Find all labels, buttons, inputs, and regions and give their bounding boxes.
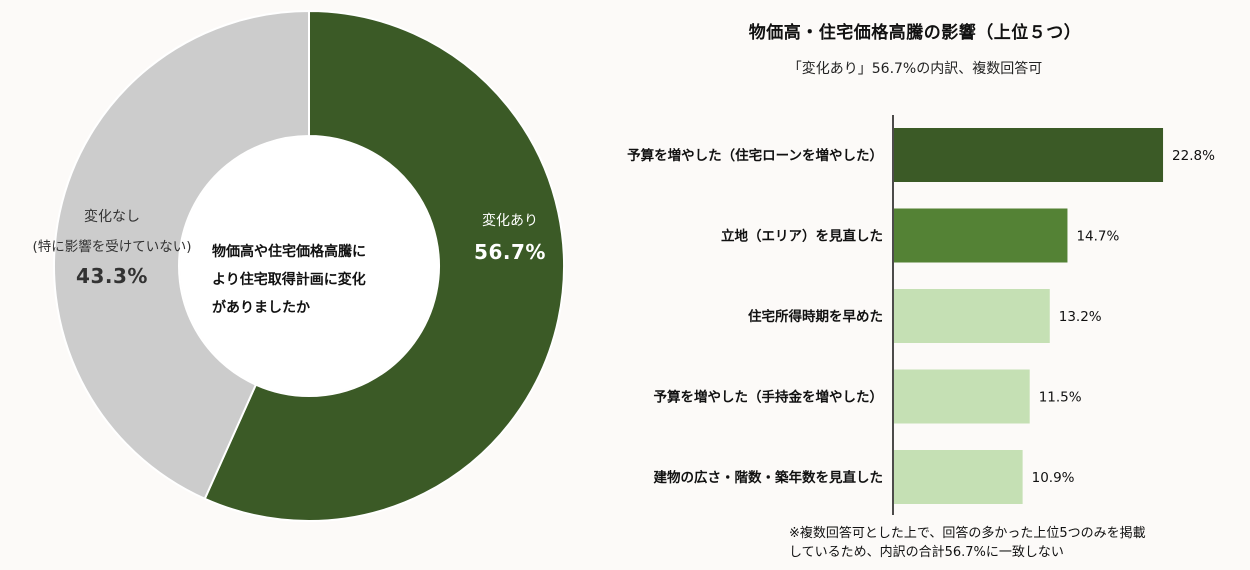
slice-label-no-change: 変化なし (特に影響を受けていない) 43.3% [12,206,212,288]
center-text-line: がありましたか [212,300,310,316]
slice-changed [203,9,565,522]
category-label: 立地（エリア）を見直した [721,228,883,245]
bar-value-label: 13.2% [1059,309,1102,325]
bar [894,128,1164,182]
slice-label-changed: 変化あり 56.7% [455,210,565,264]
slice-name-sub: (特に影響を受けていない) [32,239,192,255]
slice-no-change [53,9,310,501]
bar [894,208,1068,263]
bar-value-label: 22.8% [1172,148,1215,164]
bar-value-label: 11.5% [1039,390,1082,406]
bar-value-label: 10.9% [1032,470,1075,486]
bar-value-label: 14.7% [1076,229,1119,245]
footnote-line: ※複数回答可とした上で、回答の多かった上位5つのみを掲載 [789,526,1146,541]
category-label: 予算を増やした（住宅ローンを増やした） [627,147,883,164]
bar [894,450,1023,504]
slice-name: 変化あり [482,213,538,229]
slice-name: 変化なし [84,209,140,225]
footnote: ※複数回答可とした上で、回答の多かった上位5つのみを掲載 しているため、内訳の合… [789,524,1239,562]
bar-chart-title: 物価高・住宅価格高騰の影響（上位５つ） [748,23,1082,43]
category-label: 建物の広さ・階数・築年数を見直した [653,469,884,486]
donut-chart [53,9,565,522]
center-text-line: 物価高や住宅価格高騰に [212,244,366,260]
donut-center-question: 物価高や住宅価格高騰に より住宅取得計画に変化 がありましたか [212,238,412,322]
center-text-line: より住宅取得計画に変化 [212,272,366,288]
category-label: 住宅所得時期を早めた [748,308,883,325]
bar [894,289,1050,343]
donut-hole [180,137,438,395]
category-label: 予算を増やした（手持金を増やした） [654,389,884,406]
bar [894,369,1030,424]
slice-value-label: 43.3% [76,264,148,288]
bar-chart-subtitle: 「変化あり」56.7%の内訳、複数回答可 [787,61,1043,77]
slice-value-label: 56.7% [474,240,546,264]
footnote-line: しているため、内訳の合計56.7%に一致しない [789,545,1064,560]
